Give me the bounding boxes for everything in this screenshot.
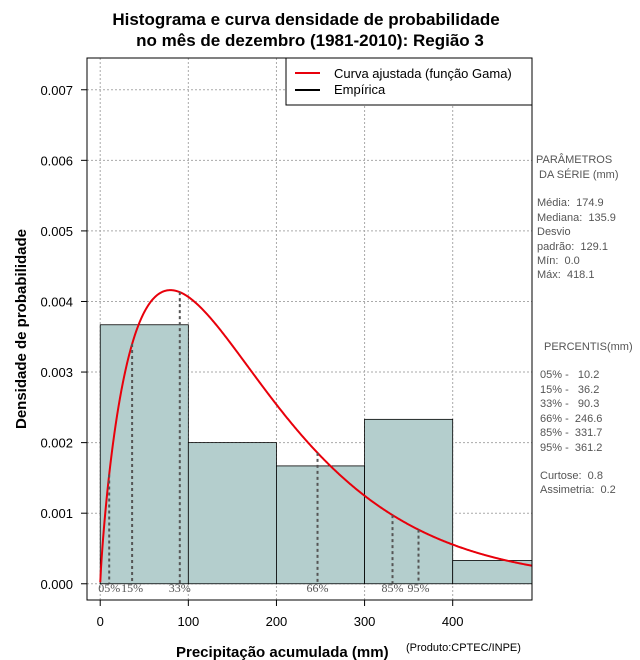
legend-curve-label: Curva ajustada (função Gama): [334, 66, 512, 81]
legend-empirical-label: Empírica: [334, 82, 386, 97]
product-credit: (Produto:CPTEC/INPE): [406, 642, 521, 654]
percentile-markers: 05% 15% 33% 66% 85% 95%: [98, 292, 430, 595]
percentile-label-66%: 66%: [307, 581, 329, 595]
stat-skewness: Assimetria: 0.2: [540, 484, 616, 496]
params-header: PARÂMETROS DA SÉRIE (mm): [536, 154, 619, 181]
y-tick-label: 0.001: [40, 506, 73, 521]
stat-kurtosis: Curtose: 0.8: [540, 470, 603, 482]
x-tick-label: 0: [97, 614, 104, 629]
y-tick-label: 0.003: [40, 365, 73, 380]
x-axis: 0 100 200 300 400: [97, 600, 464, 629]
chart-title-line2: no mês de dezembro (1981-2010): Região 3: [136, 31, 484, 50]
x-tick-label: 100: [177, 614, 199, 629]
stat-p05: 05% - 10.2: [540, 369, 600, 381]
percentile-label-95%: 95%: [408, 581, 430, 595]
percentis-header: PERCENTIS(mm): [544, 341, 633, 353]
gamma-curve: [99, 289, 532, 583]
stat-p66: 66% - 246.6: [540, 413, 603, 425]
percentile-label-85%: 85%: [382, 581, 404, 595]
y-tick-label: 0.000: [40, 577, 73, 592]
histogram-bar-4: [364, 418, 454, 585]
stat-p95: 95% - 361.2: [540, 442, 603, 454]
y-axis: 0.000 0.001 0.002 0.003 0.004 0.005 0.006 0.007: [40, 83, 87, 592]
y-tick-label: 0.004: [40, 294, 73, 309]
stat-p85: 85% - 331.7: [540, 427, 603, 439]
x-tick-label: 300: [354, 614, 376, 629]
stat-p33: 33% - 90.3: [540, 398, 600, 410]
x-tick-label: 200: [266, 614, 288, 629]
y-tick-label: 0.005: [40, 224, 73, 239]
percentile-label-15%: 15%: [121, 581, 143, 595]
percentile-label-05%: 05%: [98, 581, 120, 595]
histogram-bar-3: [276, 465, 365, 585]
y-axis-title: Densidade de probabilidade: [13, 229, 30, 429]
legend-box: [285, 57, 533, 106]
chart-title-line1: Histograma e curva densidade de probabil…: [112, 10, 499, 29]
y-tick-label: 0.002: [40, 436, 73, 451]
histogram-bar-2: [187, 442, 277, 585]
gamma-curve-layer: [99, 289, 532, 583]
stat-std: Desvio padrão: 129.1: [537, 226, 608, 253]
stat-mean: Média: 174.9: [537, 197, 604, 209]
x-tick-label: 400: [442, 614, 464, 629]
stat-min: Mín: 0.0: [537, 255, 580, 267]
percentile-label-33%: 33%: [169, 581, 191, 595]
legend: Curva ajustada (função Gama) Empírica: [285, 57, 533, 106]
stat-max: Máx: 418.1: [537, 269, 595, 281]
y-tick-label: 0.007: [40, 83, 73, 98]
stat-p15: 15% - 36.2: [540, 384, 600, 396]
histogram-bars: [99, 324, 533, 585]
y-tick-label: 0.006: [40, 153, 73, 168]
x-axis-title: Precipitação acumulada (mm): [176, 644, 389, 660]
histogram-bar-1: [99, 324, 189, 585]
stat-median: Mediana: 135.9: [537, 212, 616, 224]
